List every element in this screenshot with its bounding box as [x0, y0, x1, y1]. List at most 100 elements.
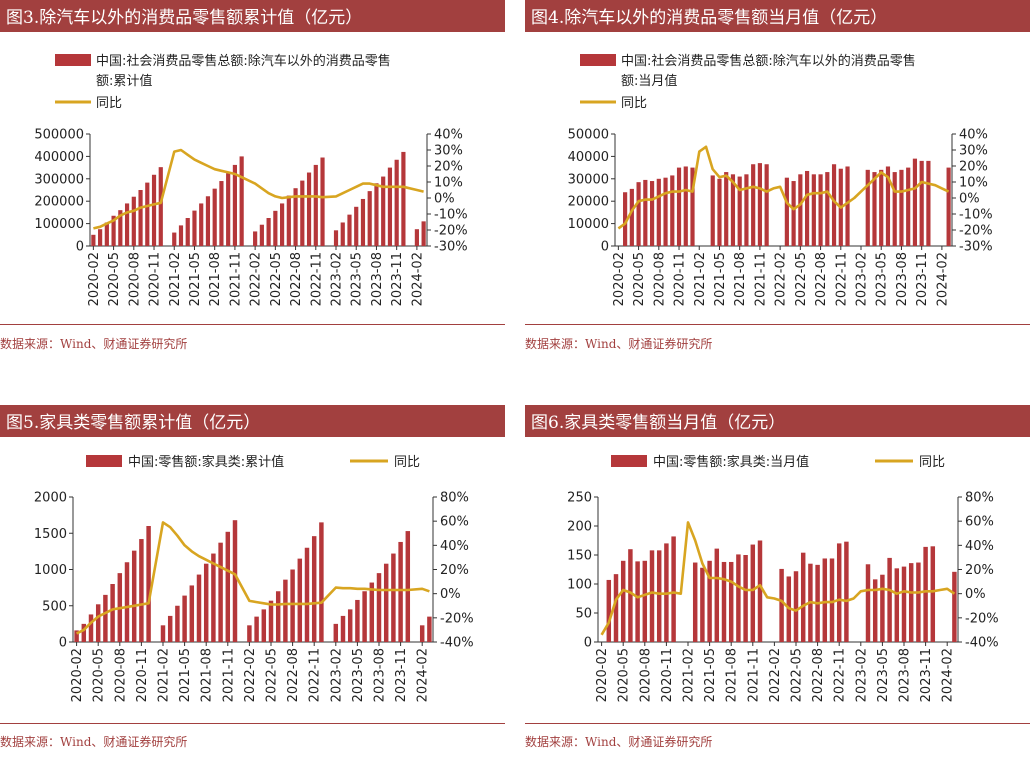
bar — [394, 159, 399, 246]
bar — [306, 172, 312, 246]
bar — [692, 562, 698, 642]
bar — [91, 234, 96, 246]
bar — [131, 196, 136, 246]
x-tick-label: 2023-02 — [330, 252, 345, 306]
bar — [212, 188, 217, 246]
x-tick-label: 2020-11 — [135, 648, 150, 702]
x-tick-label: 2022-05 — [269, 252, 284, 306]
y-tick-label-right: 30% — [434, 144, 463, 159]
bar — [218, 542, 223, 642]
bar — [151, 174, 157, 246]
legend-bar-label: 额:累计值 — [96, 73, 152, 89]
bar — [273, 210, 278, 246]
x-tick-label: 2020-05 — [632, 252, 647, 306]
bar — [894, 568, 900, 642]
bar — [865, 169, 870, 246]
bar — [636, 182, 641, 246]
y-tick-label-right: -40% — [965, 636, 999, 651]
x-tick-label: 2020-11 — [673, 252, 688, 306]
panel-title: 图3.除汽车以外的消费品零售额累计值（亿元） — [6, 8, 363, 28]
bar — [199, 203, 204, 246]
bar — [182, 595, 187, 642]
bar — [784, 177, 789, 246]
bar — [663, 177, 668, 246]
bar — [225, 531, 231, 642]
bar — [670, 175, 675, 246]
bar — [138, 190, 143, 246]
x-tick-label: 2020-05 — [107, 252, 122, 306]
x-tick-label: 2023-02 — [854, 648, 869, 702]
bar — [226, 173, 231, 246]
bar — [946, 167, 951, 246]
bar — [825, 172, 830, 246]
bar — [714, 548, 720, 642]
bar — [103, 594, 108, 642]
bar — [387, 167, 393, 246]
bar — [822, 558, 828, 642]
legend-line-label: 同比 — [394, 455, 420, 470]
bar — [656, 178, 661, 246]
bar — [829, 558, 835, 642]
bar — [757, 540, 763, 642]
source-divider — [525, 324, 1030, 325]
bar-series — [91, 151, 426, 246]
bar — [414, 229, 419, 246]
x-tick-label: 2023-11 — [915, 252, 930, 306]
bar — [419, 625, 425, 642]
y-tick-label-left: 10000 — [568, 217, 609, 232]
bar — [690, 167, 695, 246]
panel-title: 图4.除汽车以外的消费品零售额当月值（亿元） — [531, 8, 888, 28]
y-tick-label-right: 40% — [434, 128, 463, 143]
x-tick-label: 2022-08 — [811, 648, 826, 702]
bar — [901, 566, 907, 642]
source-divider — [0, 324, 505, 325]
bar — [880, 574, 885, 642]
y-tick-label-right: -20% — [965, 611, 999, 626]
bar — [110, 584, 115, 642]
x-tick-label: 2021-11 — [753, 252, 768, 306]
y-tick-label-right: 80% — [965, 491, 994, 506]
legend-bar-swatch — [55, 54, 91, 66]
bar — [831, 164, 837, 246]
bar — [275, 591, 281, 642]
bar — [205, 196, 211, 246]
yoy-line — [93, 148, 424, 230]
x-tick-label: 2022-02 — [774, 252, 789, 306]
bar — [700, 567, 705, 642]
bar — [707, 560, 712, 642]
legend: 中国:零售额:家具类:当月值 同比 — [611, 454, 945, 470]
bar — [290, 569, 295, 642]
bar — [717, 178, 722, 246]
y-tick-label-right: 40% — [440, 539, 469, 554]
x-tick-label: 2021-05 — [703, 648, 718, 702]
y-tick-label-right: 0% — [965, 587, 986, 602]
x-tick-label: 2024-02 — [416, 648, 431, 702]
x-tick-label: 2021-08 — [208, 252, 223, 306]
bar — [800, 552, 806, 642]
bar — [930, 546, 936, 642]
source-note: 数据来源：Wind、财通证券研究所 — [525, 735, 713, 749]
y-tick-label-left: 100 — [567, 578, 592, 593]
bar — [367, 191, 372, 246]
bar — [805, 170, 810, 246]
x-tick-label: 2023-05 — [350, 252, 365, 306]
y-tick-label-right: -20% — [434, 224, 468, 239]
x-tick-label: 2023-08 — [373, 648, 388, 702]
legend-bar-label: 中国:社会消费品零售总额:除汽车以外的消费品零售 — [621, 53, 916, 69]
x-tick-label: 2020-11 — [660, 648, 675, 702]
source-note: 数据来源：Wind、财通证券研究所 — [525, 337, 713, 351]
bar — [146, 526, 151, 642]
y-tick-label-right: 10% — [434, 176, 463, 191]
x-tick-label: 2020-08 — [638, 648, 653, 702]
y-tick-label-left: 2000 — [34, 491, 67, 506]
x-tick-label: 2021-11 — [221, 648, 236, 702]
bar — [383, 563, 389, 642]
y-tick-label-right: 40% — [965, 539, 994, 554]
x-tick-label: 2023-08 — [895, 252, 910, 306]
x-tick-label: 2020-02 — [612, 252, 627, 306]
bar — [374, 183, 379, 246]
source-note: 数据来源：Wind、财通证券研究所 — [0, 337, 188, 351]
x-tick-label: 2022-05 — [265, 648, 280, 702]
y-tick-label-right: 60% — [440, 515, 469, 530]
